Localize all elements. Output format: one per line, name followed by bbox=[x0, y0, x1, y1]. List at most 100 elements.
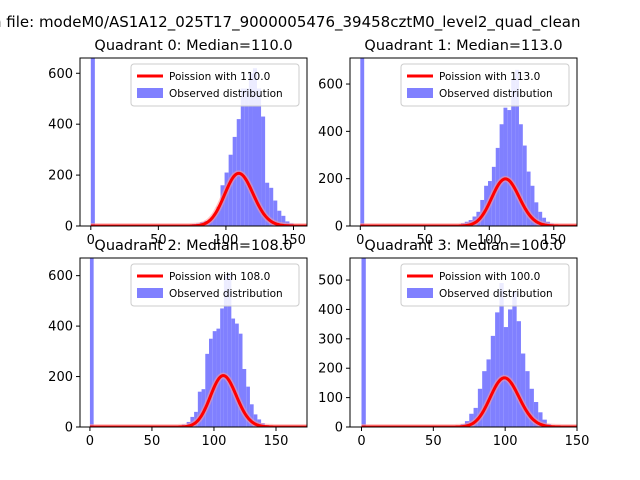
x-tick-label: 100 bbox=[202, 434, 227, 449]
histogram-bar bbox=[503, 107, 508, 226]
histogram-bar bbox=[538, 211, 543, 226]
histogram-bar bbox=[231, 318, 236, 427]
histogram-bar bbox=[530, 185, 535, 226]
x-tick-label: 100 bbox=[477, 233, 502, 248]
histogram-bar bbox=[197, 391, 202, 427]
fit-curve-shadow bbox=[361, 374, 577, 427]
histogram-bar bbox=[257, 88, 262, 226]
figure-title: n file: modeM0/AS1A12_025T17_9000005476_… bbox=[0, 13, 581, 32]
legend-box bbox=[130, 63, 300, 107]
y-tick-label: 400 bbox=[48, 118, 73, 133]
axes-frame bbox=[79, 57, 308, 227]
histogram-bar bbox=[209, 338, 213, 427]
y-tick-label: 200 bbox=[318, 172, 343, 187]
x-tick-label: 150 bbox=[565, 434, 590, 449]
histogram-bar bbox=[499, 124, 504, 226]
x-tick-label: 0 bbox=[357, 434, 365, 449]
histogram-bar bbox=[512, 291, 517, 427]
y-tick-label: 0 bbox=[335, 421, 343, 436]
histogram-bar bbox=[238, 333, 243, 427]
histogram-bar bbox=[520, 353, 526, 427]
axes-frame bbox=[349, 257, 578, 428]
y-tick-label: 400 bbox=[318, 125, 343, 140]
histogram-bar bbox=[499, 282, 504, 427]
histogram-bar bbox=[495, 312, 500, 427]
histogram-bar bbox=[490, 335, 496, 427]
x-tick-label: 100 bbox=[214, 233, 239, 248]
histogram-bar bbox=[511, 79, 516, 226]
x-tick-label: 150 bbox=[541, 233, 566, 248]
chart-panel-1: 0 50 100 150 0 200 400 600 Quadrant 1: Median=11… bbox=[318, 38, 578, 248]
axes-frame bbox=[79, 257, 308, 428]
legend-box bbox=[400, 63, 570, 107]
y-tick-label: 200 bbox=[318, 362, 343, 377]
histogram-bar bbox=[273, 200, 278, 226]
legend-label-observed: Observed distribution bbox=[169, 288, 283, 300]
y-tick-label: 400 bbox=[48, 320, 73, 335]
histogram-bar bbox=[242, 368, 247, 427]
chart-title: Quadrant 3: Median=100.0 bbox=[364, 238, 562, 254]
histogram-bar bbox=[261, 116, 266, 226]
histogram-bar bbox=[522, 145, 527, 226]
histogram-bar bbox=[534, 202, 539, 226]
histogram-bar bbox=[533, 402, 539, 427]
histogram-bar bbox=[89, 258, 94, 427]
legend-label-fit: Poission with 100.0 bbox=[439, 271, 540, 283]
histogram-bar bbox=[526, 171, 531, 226]
y-tick-label: 100 bbox=[318, 391, 343, 406]
histogram-bar bbox=[529, 388, 534, 427]
legend-label-fit: Poission with 113.0 bbox=[439, 71, 540, 83]
legend-label-observed: Observed distribution bbox=[439, 88, 553, 100]
legend-box bbox=[130, 263, 300, 307]
fit-curve bbox=[361, 376, 577, 427]
histogram-bar bbox=[220, 308, 224, 427]
x-tick-label: 0 bbox=[86, 434, 94, 449]
histogram-bar bbox=[232, 136, 237, 226]
y-tick-label: 600 bbox=[48, 269, 73, 284]
fit-curve-group bbox=[360, 175, 577, 226]
histogram-bar bbox=[277, 210, 282, 226]
chart-title: Quadrant 2: Median=108.0 bbox=[94, 238, 292, 254]
legend-bar-swatch bbox=[407, 88, 433, 98]
x-tick-label: 50 bbox=[144, 434, 161, 449]
fit-curve bbox=[90, 171, 307, 226]
chart-panel-2: 0 50 100 150 0 200 400 600 Quadrant 2: Median=10… bbox=[48, 238, 308, 449]
legend-bar-swatch bbox=[137, 288, 163, 298]
histogram-bar bbox=[515, 69, 519, 226]
histogram-bar bbox=[265, 182, 270, 226]
histogram-bar bbox=[235, 323, 239, 427]
chart-title: Quadrant 0: Median=110.0 bbox=[94, 38, 292, 54]
fit-curve-group bbox=[90, 170, 307, 226]
y-tick-label: 300 bbox=[318, 332, 343, 347]
histogram-bar bbox=[212, 331, 217, 427]
histogram-bar bbox=[361, 258, 366, 427]
histogram-bar bbox=[281, 215, 286, 226]
histogram-bar bbox=[248, 73, 253, 226]
histogram-bar bbox=[538, 412, 543, 427]
y-tick-label: 200 bbox=[48, 370, 73, 385]
y-tick-label: 600 bbox=[318, 78, 343, 93]
histogram-bar bbox=[518, 124, 523, 226]
histogram-bar bbox=[516, 321, 521, 427]
histogram-bar bbox=[253, 414, 258, 427]
legend-label-fit: Poission with 108.0 bbox=[169, 271, 270, 283]
y-tick-label: 400 bbox=[318, 303, 343, 318]
y-tick-label: 200 bbox=[48, 169, 73, 184]
x-tick-label: 0 bbox=[87, 233, 95, 248]
histogram-bar bbox=[482, 371, 487, 427]
x-tick-label: 150 bbox=[264, 434, 289, 449]
histogram-bar bbox=[249, 404, 254, 427]
histogram-bar bbox=[223, 275, 228, 427]
histogram-bar bbox=[507, 110, 512, 226]
x-tick-label: 50 bbox=[417, 233, 434, 248]
histogram-bars bbox=[361, 258, 556, 427]
histogram-bar bbox=[269, 187, 274, 226]
x-tick-label: 0 bbox=[356, 233, 364, 248]
chart-title: Quadrant 1: Median=113.0 bbox=[364, 38, 562, 54]
histogram-bar bbox=[508, 309, 513, 427]
legend-label-observed: Observed distribution bbox=[439, 288, 553, 300]
x-tick-label: 50 bbox=[150, 233, 167, 248]
histogram-bar bbox=[360, 58, 365, 226]
legend-box bbox=[400, 263, 570, 307]
